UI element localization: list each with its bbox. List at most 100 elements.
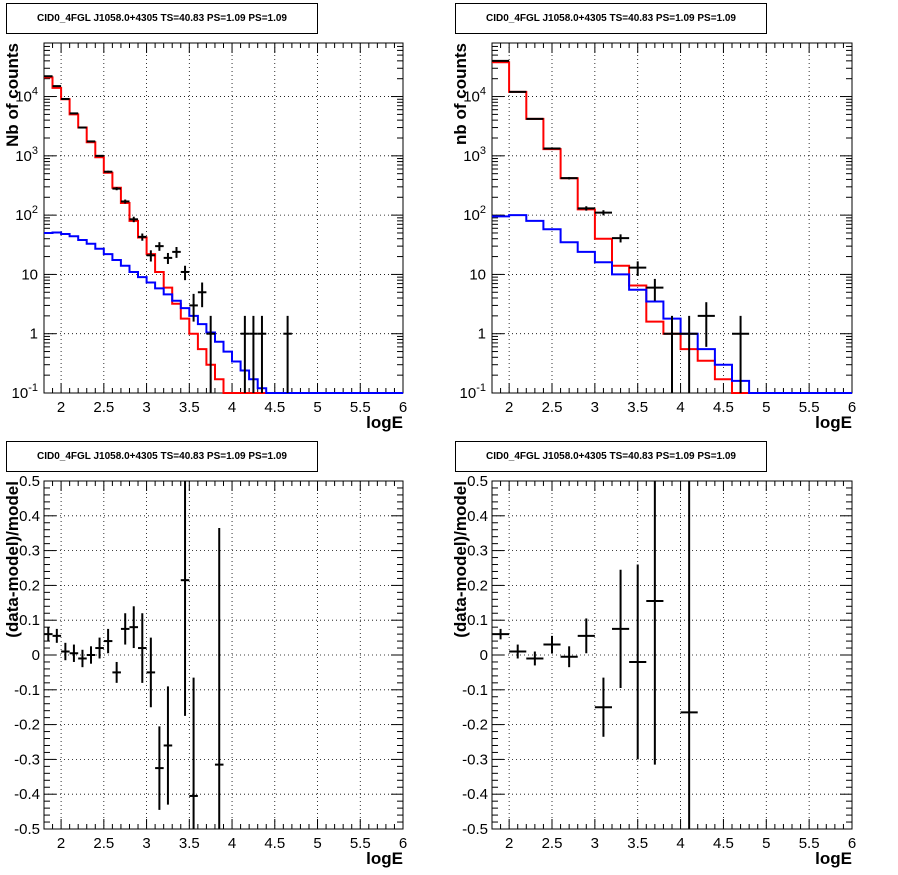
data-point [112,187,121,191]
y-tick-label: 0.1 [19,612,40,629]
chart-3-title: CID0_4FGL J1058.0+4305 TS=40.83 PS=1.09 … [6,441,318,472]
residual-point [103,628,113,654]
x-tick-label: 6 [848,835,856,852]
x-tick-label: 4.5 [264,399,285,416]
x-tick-label: 5 [313,399,321,416]
data-point [646,278,664,301]
y-tick-label: -0.5 [462,821,488,838]
plot-frame [43,480,404,830]
x-tick-label: 5.5 [799,835,820,852]
y-tick-label: 0.4 [19,508,40,525]
residual-point [44,627,53,642]
data-point [283,315,292,393]
data-point [95,154,104,157]
chart-1-title: CID0_4FGL J1058.0+4305 TS=40.83 PS=1.09 … [6,3,318,34]
residual-point [594,677,612,737]
residual-point [560,646,578,668]
x-axis-label: logE [815,413,852,432]
x-tick-label: 5 [762,835,770,852]
y-axis-label: Nb of counts [3,43,22,147]
chart-4-title: CID0_4FGL J1058.0+4305 TS=40.83 PS=1.09 … [455,441,767,472]
y-tick-label: 0 [480,647,488,664]
x-tick-label: 3 [142,399,150,416]
data-point [197,282,207,308]
y-tick-label: -0.4 [14,786,40,803]
y-tick-label: -0.3 [14,751,40,768]
x-tick-label: 4 [676,835,684,852]
residual-point [214,527,224,829]
y-tick-label: -0.2 [462,717,488,734]
data-point [240,315,250,393]
x-tick-label: 3 [591,835,599,852]
data-point [629,261,647,277]
y-tick-label: -0.3 [462,751,488,768]
residual-point [526,651,544,666]
y-tick-label: 0.4 [467,508,488,525]
x-tick-label: 3.5 [179,835,200,852]
data-point [594,210,612,216]
residual-point [163,686,173,805]
residual-point [680,481,698,829]
data-point [138,233,147,241]
data-point [560,176,578,180]
y-tick-label: 0 [32,647,40,664]
y-tick-label: 0.5 [467,473,488,490]
x-tick-label: 2.5 [93,399,114,416]
data-point [120,199,130,204]
data-point [189,293,198,322]
y-tick-label: 104 [15,86,38,106]
x-tick-label: 4.5 [713,835,734,852]
y-tick-label: 1 [30,326,38,343]
y-tick-label: 102 [15,204,38,224]
residual-point [95,637,104,659]
x-tick-label: 6 [848,399,856,416]
y-axis-label: (data-model)/model [3,481,22,638]
x-tick-label: 4 [228,399,236,416]
x-tick-label: 2 [505,399,513,416]
x-tick-label: 4 [228,835,236,852]
residual-point [612,569,630,689]
x-tick-label: 3.5 [627,835,648,852]
x-tick-label: 4.5 [264,835,285,852]
y-tick-label: 0.2 [19,577,40,594]
residual-point [112,661,121,683]
residual-point [646,481,664,765]
x-tick-label: 3 [591,399,599,416]
data-point [697,302,715,347]
residual-point [86,646,96,664]
residual-point [180,481,190,716]
x-axis-label: logE [815,849,852,868]
y-axis-label: (data-model)/model [451,481,470,638]
x-tick-label: 2 [57,835,65,852]
y-tick-label: 0.3 [467,543,488,560]
data-point [492,59,510,62]
residual-point [129,606,139,649]
x-tick-label: 6 [399,399,407,416]
y-tick-label: 10 [469,266,486,283]
data-point [86,140,96,143]
data-point [163,252,173,264]
data-point [155,242,164,251]
x-tick-label: 2 [505,835,513,852]
data-point [577,206,595,211]
model-background-histogram [44,231,403,394]
residual-point [629,564,647,760]
data-point [103,170,113,173]
data-point [732,315,750,393]
data-point [78,126,87,129]
data-point [257,315,267,393]
y-tick-label: 0.5 [19,473,40,490]
data-point [680,315,698,393]
x-tick-label: 5.5 [350,835,371,852]
x-tick-label: 2.5 [93,835,114,852]
y-tick-label: 104 [463,86,486,106]
residual-point [61,642,70,661]
data-point [663,315,681,393]
x-tick-label: 2.5 [542,399,563,416]
y-tick-label: 102 [463,204,486,224]
data-point [129,216,139,223]
data-point [61,97,70,100]
x-tick-label: 3 [142,835,150,852]
x-tick-label: 5 [762,399,770,416]
